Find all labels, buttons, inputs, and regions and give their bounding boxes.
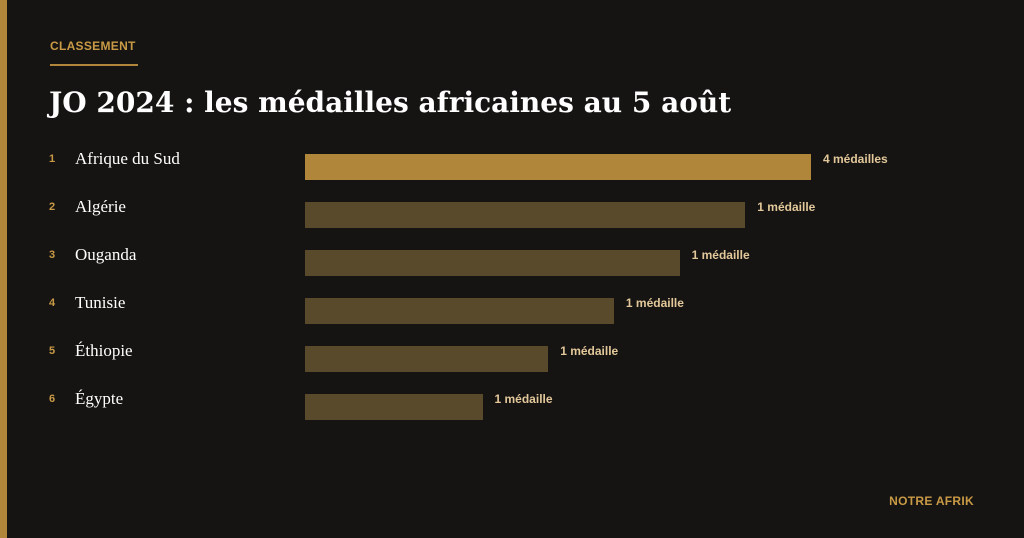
accent-stripe [0,0,7,538]
medal-label: 1 médaille [691,247,750,262]
medal-label: 1 médaille [560,343,619,358]
rank: 2 [49,200,56,213]
title: JO 2024 : les médailles africaines au 5 … [49,86,732,119]
rank: 6 [49,392,56,405]
country: Éthiopie [75,340,133,360]
medal-label: 1 médaille [494,391,553,406]
rank: 1 [49,153,56,165]
bar [305,154,811,180]
brand: NOTRE AFRIK [889,494,974,508]
country: Algérie [75,196,126,216]
country: Tunisie [75,292,126,312]
rank: 4 [49,296,56,309]
bar [305,393,483,420]
rank: 5 [49,344,56,357]
medal-label: 4 médailles [823,152,888,166]
bar [305,201,746,228]
country: Afrique du Sud [75,149,180,168]
bar [305,297,614,324]
bar [305,249,680,276]
country: Ouganda [75,244,137,264]
medal-label: 1 médaille [757,199,816,214]
medal-label: 1 médaille [625,295,684,310]
kicker: CLASSEMENT [50,39,136,53]
country: Égypte [75,388,124,408]
bar [305,345,549,372]
kicker-rule [50,64,138,66]
rank: 3 [49,248,56,261]
